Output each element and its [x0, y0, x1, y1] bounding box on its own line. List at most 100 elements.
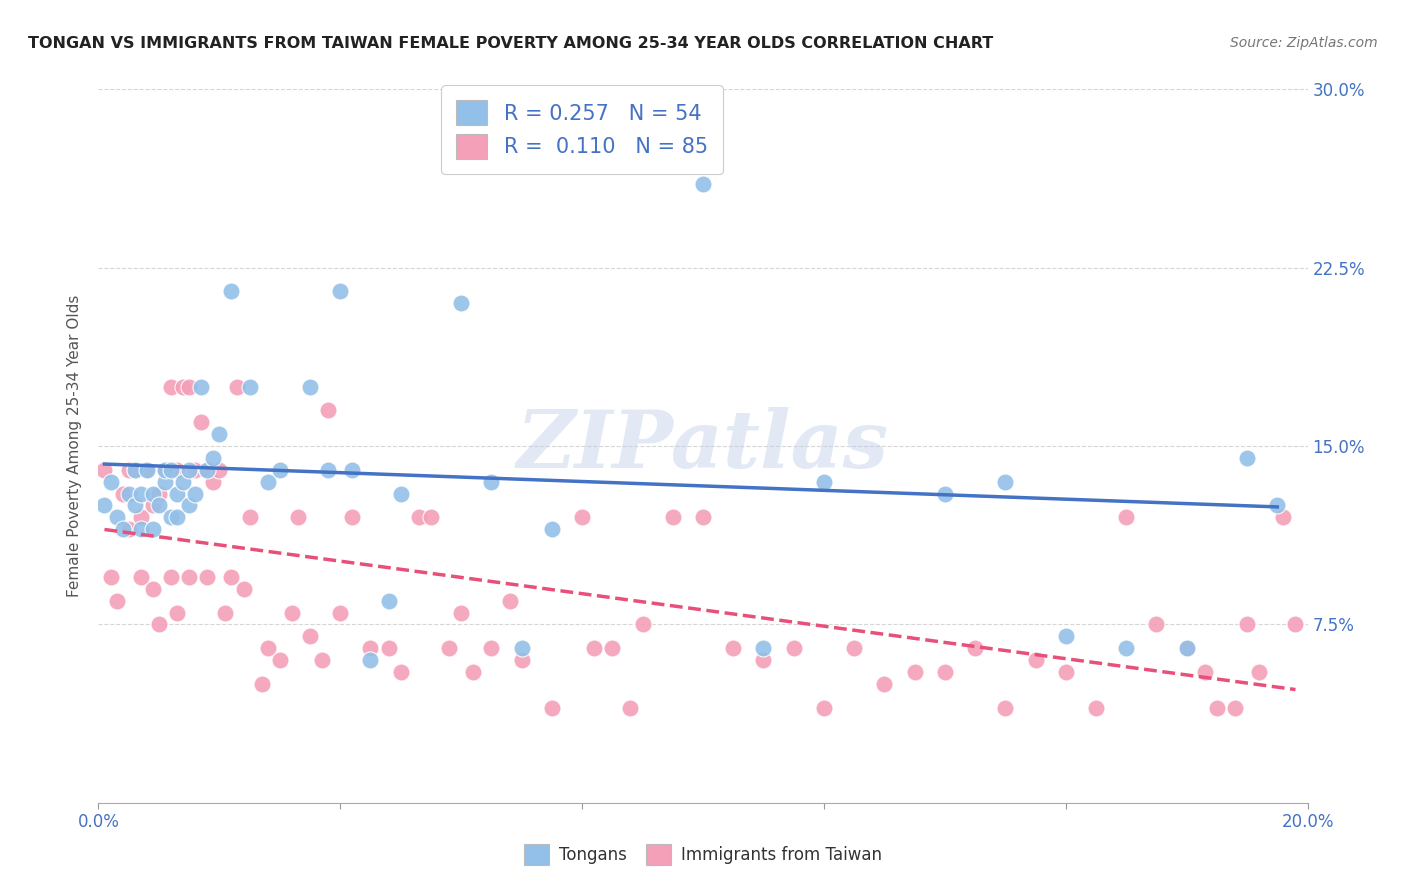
Legend: Tongans, Immigrants from Taiwan: Tongans, Immigrants from Taiwan [515, 836, 891, 873]
Point [752, 641, 775, 656]
Point [179, 463, 201, 477]
Point [377, 593, 399, 607]
Point [202, 475, 225, 489]
Point [1175, 641, 1198, 656]
Point [166, 606, 188, 620]
Point [360, 653, 382, 667]
Point [692, 178, 714, 192]
Point [1267, 499, 1289, 513]
Point [256, 641, 278, 656]
Point [195, 463, 218, 477]
Point [329, 606, 352, 620]
Point [118, 463, 141, 477]
Point [813, 475, 835, 489]
Point [153, 463, 176, 477]
Point [360, 641, 382, 656]
Point [510, 641, 533, 656]
Point [118, 522, 141, 536]
Point [1054, 665, 1077, 679]
Point [1175, 641, 1198, 656]
Point [124, 499, 146, 513]
Point [342, 463, 364, 477]
Point [571, 142, 593, 156]
Point [316, 403, 339, 417]
Point [148, 617, 170, 632]
Point [1223, 700, 1246, 714]
Point [583, 641, 606, 656]
Point [160, 379, 183, 393]
Point [111, 522, 134, 536]
Point [166, 463, 188, 477]
Point [540, 522, 562, 536]
Point [1236, 450, 1258, 465]
Text: Source: ZipAtlas.com: Source: ZipAtlas.com [1230, 36, 1378, 50]
Point [965, 641, 987, 656]
Point [153, 475, 176, 489]
Point [1085, 700, 1108, 714]
Point [1272, 510, 1295, 524]
Point [813, 700, 835, 714]
Point [208, 463, 231, 477]
Point [160, 463, 183, 477]
Point [1144, 617, 1167, 632]
Point [124, 463, 146, 477]
Point [129, 522, 152, 536]
Point [100, 570, 122, 584]
Point [619, 700, 641, 714]
Point [184, 486, 207, 500]
Point [631, 153, 654, 168]
Point [1115, 641, 1137, 656]
Point [450, 296, 472, 310]
Point [118, 486, 141, 500]
Point [510, 653, 533, 667]
Point [256, 475, 278, 489]
Point [437, 641, 460, 656]
Point [226, 379, 249, 393]
Point [994, 475, 1017, 489]
Point [934, 486, 956, 500]
Point [239, 379, 262, 393]
Point [463, 665, 485, 679]
Point [1054, 629, 1077, 643]
Point [1024, 653, 1046, 667]
Point [342, 510, 364, 524]
Point [232, 582, 254, 596]
Point [208, 427, 231, 442]
Point [105, 593, 128, 607]
Point [571, 510, 593, 524]
Point [1236, 617, 1258, 632]
Point [179, 499, 201, 513]
Point [160, 510, 183, 524]
Point [692, 510, 714, 524]
Point [135, 463, 157, 477]
Point [135, 463, 157, 477]
Point [299, 629, 322, 643]
Point [498, 593, 520, 607]
Point [142, 582, 165, 596]
Point [179, 379, 201, 393]
Point [661, 510, 683, 524]
Point [408, 510, 430, 524]
Point [142, 499, 165, 513]
Point [844, 641, 866, 656]
Point [160, 570, 183, 584]
Point [221, 570, 243, 584]
Point [129, 510, 152, 524]
Point [752, 653, 775, 667]
Point [190, 379, 212, 393]
Point [287, 510, 309, 524]
Point [190, 415, 212, 429]
Point [142, 522, 165, 536]
Point [783, 641, 806, 656]
Point [994, 700, 1017, 714]
Point [166, 510, 188, 524]
Point [100, 475, 122, 489]
Point [723, 641, 745, 656]
Point [129, 486, 152, 500]
Point [904, 665, 927, 679]
Point [1284, 617, 1306, 632]
Point [202, 450, 225, 465]
Point [172, 475, 194, 489]
Point [540, 700, 562, 714]
Point [1115, 510, 1137, 524]
